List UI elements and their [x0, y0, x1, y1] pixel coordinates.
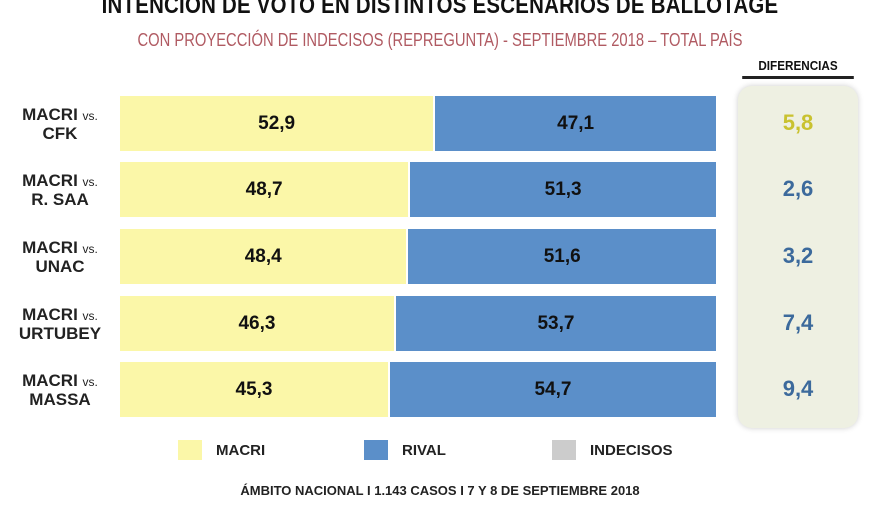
legend-rival: RIVAL	[364, 440, 446, 460]
row-label-vs: vs.	[82, 309, 98, 323]
bar-macri: 45,3	[120, 362, 388, 417]
row-label-vs: vs.	[82, 109, 98, 123]
bar-rival: 51,6	[408, 229, 716, 284]
footer-note: ÁMBITO NACIONAL I 1.143 CASOS I 7 Y 8 DE…	[240, 483, 640, 498]
row-label-main: MACRI	[22, 305, 83, 324]
difference-value: 5,8	[782, 110, 814, 135]
bar-rival: 47,1	[435, 96, 716, 151]
bar-macri: 48,7	[120, 162, 409, 217]
row-label-vs: vs.	[82, 175, 98, 189]
legend-label: INDECISOS	[590, 441, 673, 459]
row-label-main: MACRI	[22, 238, 83, 257]
chart-title: INTENCIÓN DE VOTO EN DISTINTOS ESCENARIO…	[101, 0, 779, 19]
differences-header: DIFERENCIAS	[742, 58, 854, 79]
row-label-rival: URTUBEY	[18, 324, 102, 343]
row-label-main: MACRI	[22, 171, 83, 190]
differences-panel	[738, 86, 858, 428]
row-label: MACRI vs. UNAC	[6, 239, 114, 275]
legend-swatch-macri	[178, 440, 202, 460]
bar-macri: 46,3	[120, 296, 394, 351]
legend-swatch-indecisos	[552, 440, 576, 460]
row-label: MACRI vs. URTUBEY	[6, 306, 114, 342]
row-label-main: MACRI	[22, 105, 83, 124]
row-label-rival: MASSA	[29, 390, 91, 409]
bar-macri: 52,9	[120, 96, 434, 151]
row-label: MACRI vs. MASSA	[6, 372, 114, 408]
row-label-vs: vs.	[82, 242, 98, 256]
difference-value: 3,2	[782, 243, 814, 268]
row-label: MACRI vs. R. SAA	[6, 172, 114, 208]
row-label-vs: vs.	[82, 375, 98, 389]
row-label: MACRI vs. CFK	[6, 106, 114, 142]
difference-value: 2,6	[782, 176, 814, 201]
difference-value: 9,4	[782, 376, 814, 401]
bar-rival: 54,7	[389, 362, 716, 417]
difference-value: 7,4	[782, 310, 814, 335]
bar-rival: 53,7	[395, 296, 716, 351]
row-label-rival: R. SAA	[31, 190, 89, 209]
chart-subtitle: CON PROYECCIÓN DE INDECISOS (REPREGUNTA)…	[137, 30, 743, 50]
legend-macri: MACRI	[178, 440, 265, 460]
bar-rival: 51,3	[410, 162, 716, 217]
legend-label: RIVAL	[402, 441, 446, 459]
row-label-rival: CFK	[42, 124, 78, 143]
legend-label: MACRI	[216, 441, 266, 459]
legend-indecisos: INDECISOS	[552, 440, 673, 460]
row-label-rival: UNAC	[35, 257, 85, 276]
legend-swatch-rival	[364, 440, 388, 460]
bar-macri: 48,4	[120, 229, 407, 284]
row-label-main: MACRI	[22, 371, 83, 390]
